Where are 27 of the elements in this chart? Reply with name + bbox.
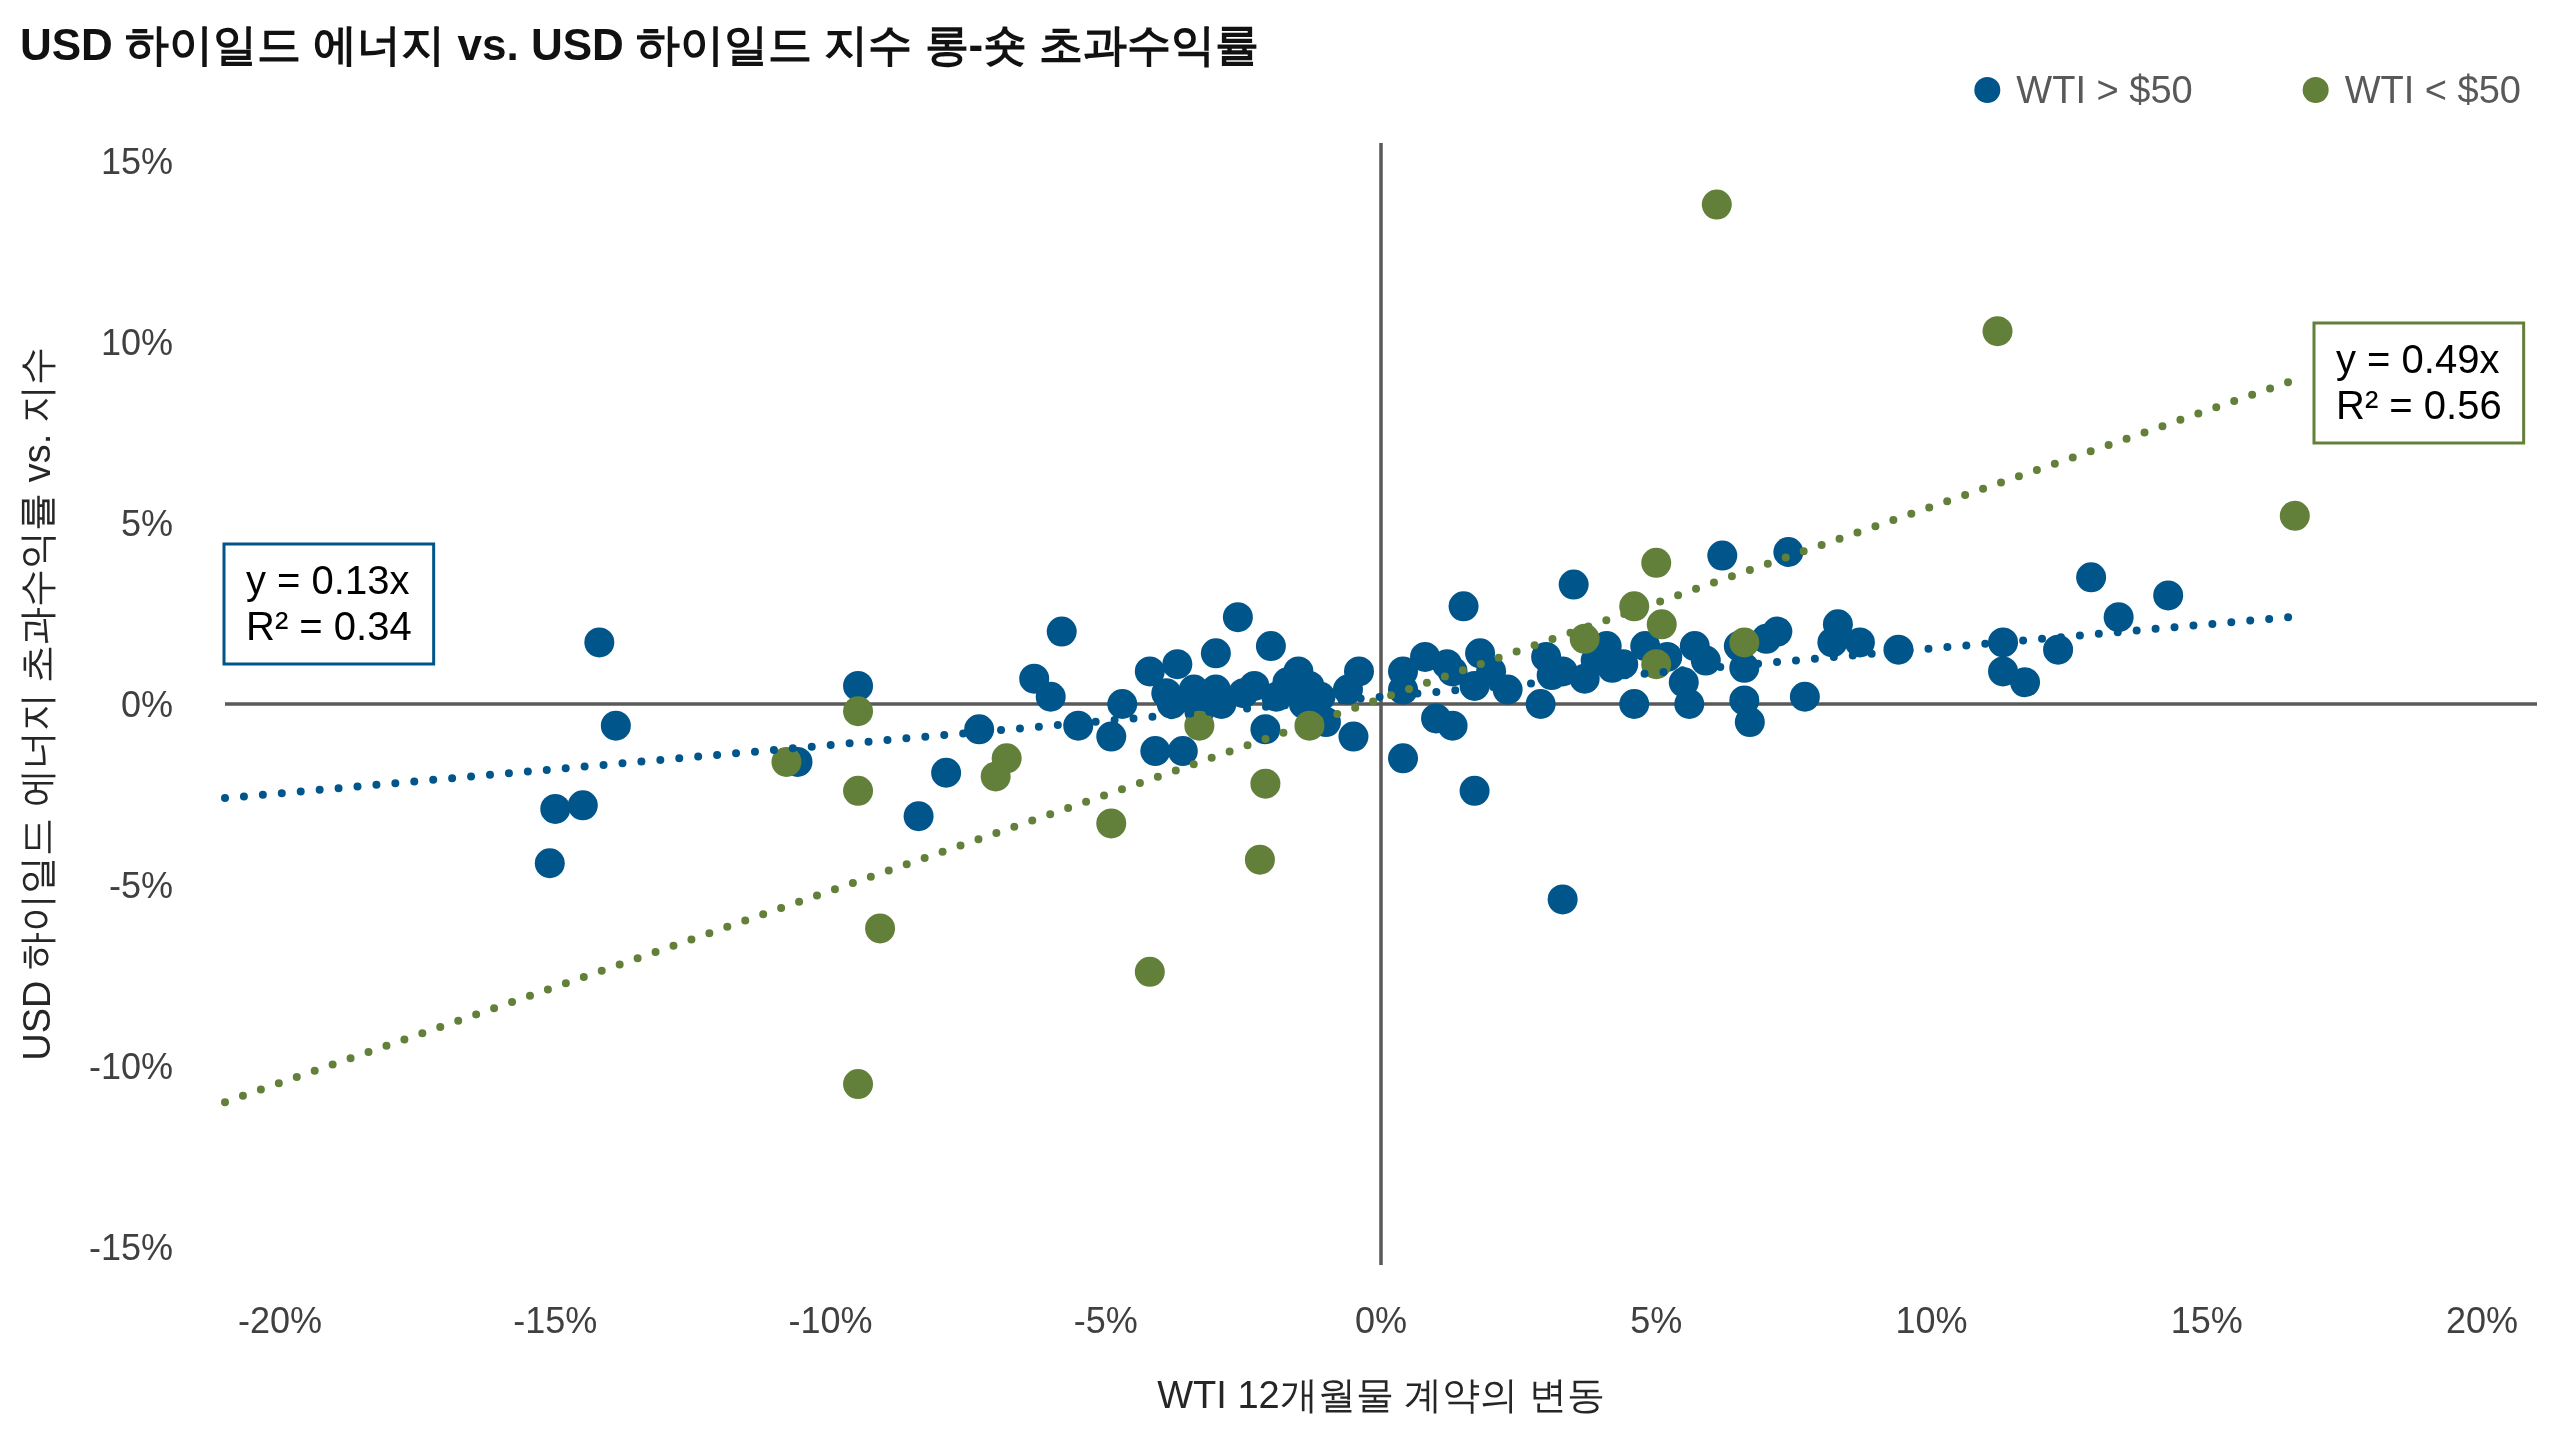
y-tick-label: -10% (88, 1045, 173, 1087)
legend-item: WTI > $50 (1974, 69, 2193, 111)
legend-label: WTI < $50 (2344, 69, 2521, 111)
x-tick-label: 10% (1895, 1300, 1968, 1341)
x-tick-label: -10% (788, 1300, 873, 1341)
annotation: y = 0.49x R² = 0.56 (2336, 337, 2502, 427)
y-tick-label: 5% (120, 503, 173, 545)
x-tick-label: 15% (2170, 1300, 2243, 1341)
x-axis-title: WTI 12개월물 계약의 변동 (1157, 1374, 1605, 1416)
x-tick-label: 0% (1355, 1300, 1407, 1341)
x-tick-label: 20% (2445, 1300, 2518, 1341)
x-tick-label: 5% (1630, 1300, 1683, 1341)
legend-item: WTI < $50 (2302, 69, 2521, 111)
annotation: y = 0.13x R² = 0.34 (246, 558, 412, 648)
x-tick-label: -5% (1073, 1300, 1138, 1341)
annotation: y = 0.49x R² = 0.56 (2312, 321, 2526, 445)
annotation: y = 0.13x R² = 0.34 (222, 542, 436, 666)
y-axis-title: USD 하이일드 에너지 초과수익률 vs. 지수 (16, 347, 58, 1061)
y-tick-label: -5% (108, 864, 173, 906)
y-tick-label: -15% (88, 1226, 173, 1268)
x-tick-label: -15% (513, 1300, 598, 1341)
y-tick-label: 15% (100, 141, 173, 183)
title: USD 하이일드 에너지 vs. USD 하이일드 지수 롱-숏 초과수익률 (20, 20, 1260, 69)
legend-label: WTI > $50 (2016, 69, 2193, 111)
x-tick-label: -20% (238, 1300, 323, 1341)
y-tick-label: 10% (100, 322, 173, 364)
y-tick-label: 0% (120, 684, 173, 725)
